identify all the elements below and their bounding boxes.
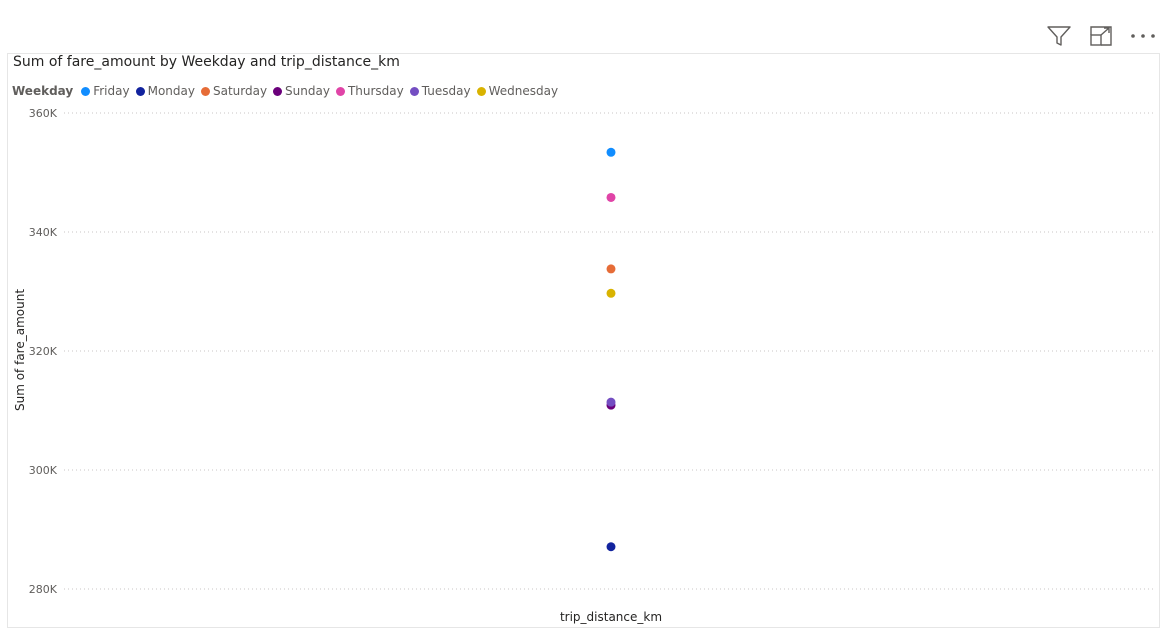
legend-item-sunday[interactable]: Sunday [273,84,330,98]
legend-item-wednesday[interactable]: Wednesday [476,84,559,98]
legend-marker-thursday [335,86,345,96]
visual-container[interactable] [7,53,1160,628]
legend-marker-friday [81,86,91,96]
filter-button[interactable] [1045,22,1073,50]
legend-marker-wednesday [476,86,486,96]
data-point-monday[interactable] [606,542,616,552]
legend-label-monday: Monday [147,84,195,98]
legend-marker-monday [135,86,145,96]
legend-title: Weekday [12,84,74,98]
legend-marker-sunday [273,86,283,96]
focus-mode-button[interactable] [1087,22,1115,50]
legend-label-tuesday: Tuesday [421,84,471,98]
data-point-tuesday[interactable] [606,397,616,407]
data-point-wednesday[interactable] [606,288,616,298]
legend-marker-saturday [200,86,210,96]
data-point-saturday[interactable] [606,264,616,274]
legend-item-tuesday[interactable]: Tuesday [409,84,471,98]
legend-label-sunday: Sunday [285,84,330,98]
more-options-button[interactable] [1129,22,1157,50]
legend-item-saturday[interactable]: Saturday [200,84,268,98]
legend-item-monday[interactable]: Monday [135,84,195,98]
legend-label-wednesday: Wednesday [488,84,559,98]
more-options-icon [1131,34,1155,38]
legend-label-friday: Friday [93,84,130,98]
legend: Weekday Friday Monday Saturday Sunday Th… [12,83,564,99]
data-point-friday[interactable] [606,147,616,157]
legend-item-thursday[interactable]: Thursday [335,84,404,98]
visual-header [1045,22,1157,50]
data-point-thursday[interactable] [606,192,616,202]
legend-item-friday[interactable]: Friday [81,84,130,98]
filter-icon [1047,26,1071,46]
legend-label-thursday: Thursday [347,84,404,98]
legend-marker-tuesday [409,86,419,96]
focus-mode-icon [1090,26,1112,46]
data-points [606,147,616,552]
chart-title: Sum of fare_amount by Weekday and trip_d… [13,54,400,70]
legend-label-saturday: Saturday [212,84,268,98]
